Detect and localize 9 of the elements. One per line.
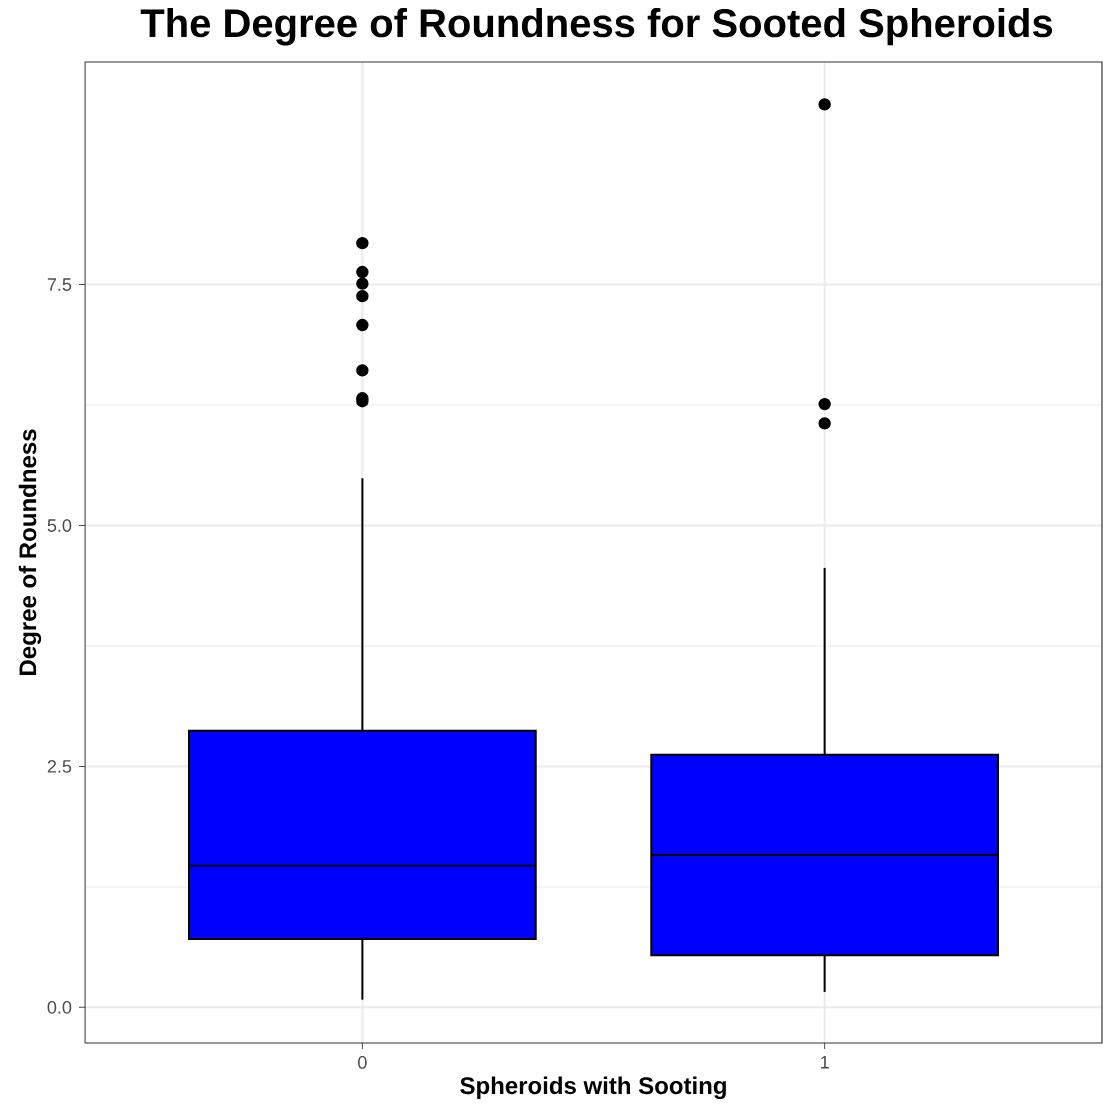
y-tick-label: 2.5 <box>47 760 72 773</box>
y-tick-label: 7.5 <box>47 278 72 291</box>
x-tick-label: 1 <box>821 1056 829 1069</box>
x-tick-label: 0 <box>358 1056 367 1069</box>
y-tick-label: 0.0 <box>47 1000 72 1014</box>
y-axis-title: Degree of Roundness <box>18 429 42 675</box>
x-axis-title: Spheroids with Sooting <box>460 1076 726 1100</box>
y-tick-label: 5.0 <box>47 519 72 532</box>
chart-title: The Degree of Roundness for Sooted Spheroids <box>140 8 1053 46</box>
